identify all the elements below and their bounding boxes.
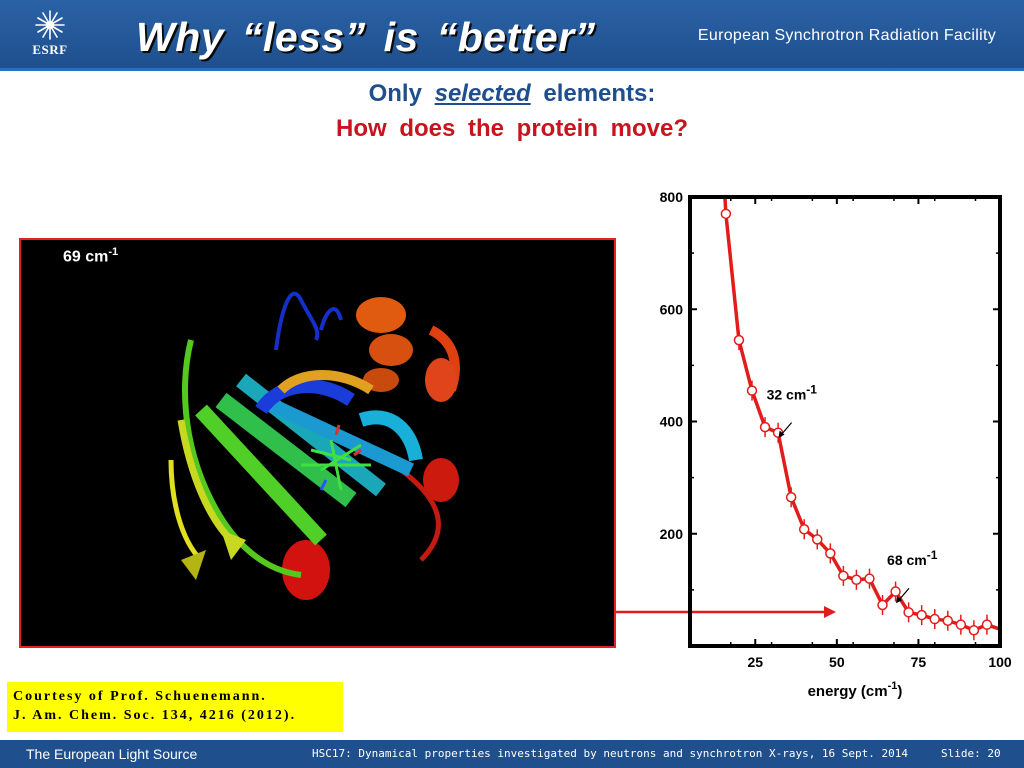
facility-name: European Synchrotron Radiation Facility: [697, 27, 996, 44]
data-point: [877, 599, 888, 611]
slide-number: Slide: 20: [941, 747, 1001, 760]
data-point: [746, 385, 758, 396]
data-point: [981, 619, 993, 630]
courtesy-line-2: J. Am. Chem. Soc. 134, 4216 (2012).: [13, 708, 297, 723]
footer-bar: The European Light Source HSC17: Dynamic…: [0, 740, 1024, 768]
x-tick-label: 75: [911, 654, 927, 670]
data-point: [733, 334, 745, 346]
annotation-label: 68 cm-1: [887, 548, 938, 568]
protein-mode-exponent: -1: [108, 246, 119, 258]
axis-labels: 200 400 600 800 25 50 75 100 32 cm-1 68 cm-1: [660, 189, 1012, 670]
x-axis-label: energy (cm-1): [808, 680, 903, 700]
courtesy-line-1: Courtesy of Prof. Schuenemann.: [13, 689, 267, 704]
slide-title: Why “less” is “better”: [136, 14, 596, 60]
subtitle-question: How does the protein move?: [335, 115, 689, 142]
footer-brand: The European Light Source: [26, 746, 198, 762]
subtitle-emphasis: selected: [434, 80, 531, 107]
data-point: [903, 607, 914, 618]
y-tick-label: 200: [660, 526, 684, 542]
data-point: [759, 421, 771, 433]
data-point: [785, 492, 797, 503]
protein-mode-label: 69 cm-1: [63, 246, 118, 266]
axis-ticks: [689, 196, 1001, 646]
subtitle-suffix: elements:: [543, 80, 656, 107]
annotation-arrowhead: [778, 430, 785, 438]
annotation-arrowhead: [896, 596, 903, 604]
series-line: [723, 197, 1000, 633]
x-tick-label: 100: [988, 654, 1012, 670]
header-bar: [0, 0, 1024, 68]
header-divider: [0, 68, 1024, 71]
data-point: [798, 524, 810, 535]
annotation-label: 32 cm-1: [767, 383, 818, 403]
y-tick-label: 400: [660, 414, 684, 430]
data-point: [890, 586, 901, 597]
courtesy-box: Courtesy of Prof. Schuenemann. J. Am. Ch…: [7, 682, 343, 732]
y-tick-label: 800: [660, 189, 684, 205]
data-point: [812, 534, 823, 545]
data-point: [838, 570, 849, 582]
energy-spectrum-chart: 200 400 600 800 25 50 75 100 32 cm-1 68 cm-1 ener…: [660, 189, 1012, 700]
protein-structure-image: 69 cm-1: [19, 238, 616, 648]
protein-ribbon-drawing: [168, 291, 460, 600]
data-point: [942, 615, 954, 626]
protein-mode-value: 69 cm: [63, 248, 109, 266]
esrf-logo-icon: [35, 10, 65, 40]
data-point: [955, 619, 967, 630]
series-group: [720, 197, 1000, 641]
plot-marks: [720, 197, 1000, 641]
data-point: [916, 609, 927, 621]
logo-text: ESRF: [32, 42, 68, 57]
subtitle-line: Only selected elements:: [0, 80, 1024, 108]
data-point: [851, 574, 862, 586]
x-tick-label: 25: [747, 654, 763, 670]
x-tick-label: 50: [829, 654, 845, 670]
data-point: [929, 613, 940, 625]
subtitle-prefix: Only: [368, 80, 422, 107]
footer-conference: HSC17: Dynamical properties investigated…: [312, 747, 909, 760]
data-point: [825, 548, 836, 559]
data-point: [864, 573, 875, 584]
data-point: [968, 625, 980, 636]
y-tick-label: 600: [660, 301, 684, 317]
data-point: [720, 208, 732, 220]
